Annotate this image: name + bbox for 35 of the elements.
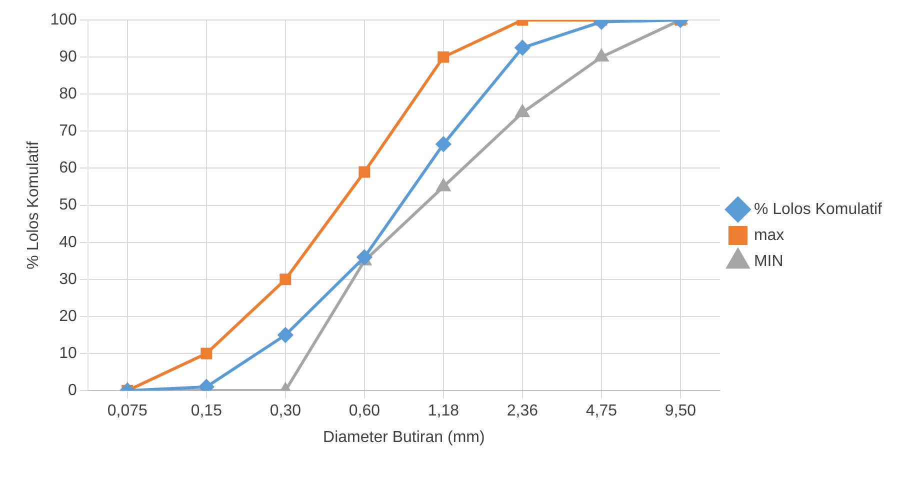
y-tick-label: 100 [50, 11, 77, 28]
x-tick-label: 0,15 [190, 402, 222, 420]
x-tick-label: 2,36 [506, 402, 538, 420]
point [438, 51, 450, 63]
point [516, 105, 530, 118]
y-tick-label: 70 [59, 122, 77, 140]
x-tick-label: 0,60 [348, 402, 380, 420]
y-tick-label: 0 [68, 382, 77, 400]
point [280, 274, 292, 286]
point [436, 179, 450, 192]
legend-label: % Lolos Komulatif [754, 200, 883, 218]
point [358, 166, 370, 178]
y-tick-label: 10 [59, 344, 77, 362]
x-tick-label: 9,50 [664, 402, 696, 420]
x-tick-label: 4,75 [586, 402, 618, 420]
legend-label: MIN [754, 252, 784, 270]
y-axis-title: % Lolos Komulatif [25, 140, 42, 270]
x-tick-label: 0,30 [270, 402, 302, 420]
point [514, 40, 530, 56]
point [198, 379, 214, 391]
y-tick-label: 30 [59, 270, 77, 288]
point [278, 328, 293, 343]
x-tick-label: 0,075 [107, 402, 148, 420]
y-tick-label: 60 [59, 160, 77, 177]
y-tick-label: 80 [59, 86, 77, 103]
point [200, 348, 212, 360]
point [436, 136, 451, 152]
point [594, 50, 608, 62]
x-tick-label: 1,18 [428, 402, 460, 420]
x-axis-title: Diameter Butiran (mm) [323, 428, 485, 446]
y-tick-label: 20 [59, 308, 77, 325]
y-tick-label: 90 [59, 48, 77, 66]
y-tick-label: 50 [59, 196, 77, 214]
y-tick-label: 40 [59, 234, 77, 251]
legend-label: max [754, 226, 784, 244]
